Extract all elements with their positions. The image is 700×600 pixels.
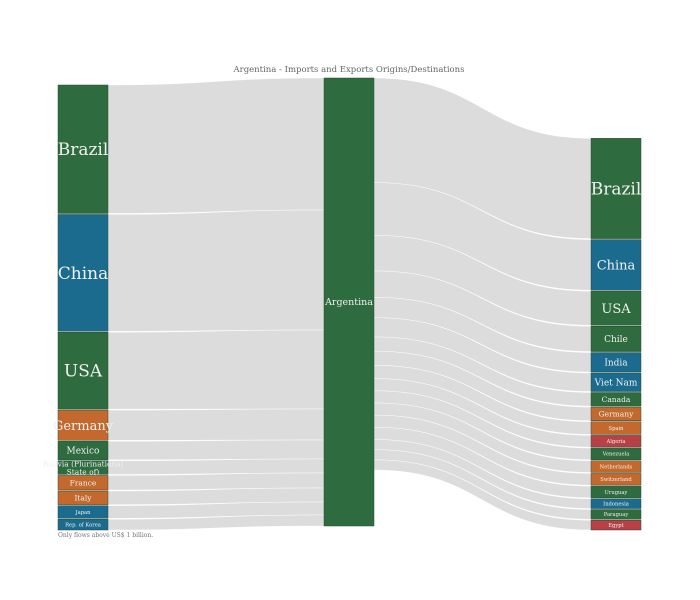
destination-label-viet-nam: Viet Nam [594, 378, 638, 388]
origin-label-germany: Germany [53, 419, 114, 434]
destination-bar-venezuela [590, 447, 642, 461]
origin-label-bolivia-plurinational-state-of: Bolivia (Plurinational State of) [43, 459, 124, 476]
destination-indonesia: Indonesia [590, 498, 642, 509]
origin-japan: Japan [57, 505, 109, 519]
center-bar [323, 77, 375, 527]
origin-france: France [57, 475, 109, 491]
origin-bar-germany [57, 409, 109, 441]
origin-bar-mexico [57, 441, 109, 461]
destination-spain: Spain [590, 421, 642, 435]
destination-switzerland: Switzerland [590, 473, 642, 486]
origin-mexico: Mexico [57, 441, 109, 461]
origin-bar-usa [57, 332, 109, 410]
flow-import-china [107, 209, 325, 332]
destination-viet-nam: Viet Nam [590, 372, 642, 392]
destination-bar-algeria [590, 435, 642, 448]
flow-import-usa [107, 329, 325, 410]
destination-bar-egypt [590, 520, 642, 531]
origin-bolivia-plurinational-state-of: Bolivia (Plurinational State of) [43, 459, 124, 476]
origin-bar-bolivia-plurinational-state-of [57, 460, 109, 475]
destination-bar-chile [590, 326, 642, 352]
origin-bar-china [57, 214, 109, 332]
destination-bar-paraguay [590, 509, 642, 520]
destination-label-paraguay: Paraguay [604, 512, 629, 518]
origin-label-italy: Italy [74, 493, 92, 502]
destination-label-egypt: Egypt [608, 523, 624, 529]
destination-label-china: China [597, 258, 636, 273]
destination-bar-indonesia [590, 498, 642, 509]
origin-brazil: Brazil [57, 84, 109, 214]
origin-label-usa: USA [64, 362, 103, 382]
origin-label-china: China [58, 264, 108, 284]
destination-bar-netherlands [590, 460, 642, 473]
destination-label-chile: Chile [604, 335, 628, 345]
destination-bar-viet-nam [590, 372, 642, 392]
destination-india: India [590, 352, 642, 373]
destination-label-netherlands: Netherlands [600, 464, 633, 470]
origin-bar-rep-of-korea [57, 519, 109, 531]
destination-label-spain: Spain [609, 426, 625, 432]
destination-label-germany: Germany [599, 410, 634, 419]
destination-label-venezuela: Venezuela [602, 452, 630, 458]
destination-algeria: Algeria [590, 435, 642, 448]
chart-title: Argentina - Imports and Exports Origins/… [233, 65, 465, 75]
destination-label-usa: USA [601, 302, 631, 317]
destination-label-indonesia: Indonesia [603, 501, 629, 507]
destination-venezuela: Venezuela [590, 447, 642, 461]
destination-bar-usa [590, 290, 642, 326]
destination-uruguay: Uruguay [590, 485, 642, 499]
center-node-argentina: Argentina [323, 77, 375, 527]
center-label: Argentina [324, 297, 373, 308]
destination-label-brazil: Brazil [591, 179, 642, 199]
chart-note: Only flows above US$ 1 billion. [58, 532, 153, 539]
destination-bar-uruguay [590, 485, 642, 499]
destination-china: China [590, 239, 642, 291]
destination-paraguay: Paraguay [590, 509, 642, 520]
origin-usa: USA [57, 332, 109, 410]
origin-bar-italy [57, 490, 109, 505]
flow-layer [107, 77, 592, 531]
destination-usa: USA [590, 290, 642, 326]
destination-chile: Chile [590, 326, 642, 352]
destination-bar-india [590, 352, 642, 373]
origin-label-brazil: Brazil [58, 140, 109, 160]
flow-import-france [107, 472, 325, 491]
origin-italy: Italy [57, 490, 109, 505]
destination-bar-spain [590, 421, 642, 435]
destination-bar-china [590, 239, 642, 291]
origin-rep-of-korea: Rep. of Korea [57, 519, 109, 531]
destination-bar-canada [590, 392, 642, 407]
origin-germany: Germany [53, 409, 114, 441]
origin-bar-france [57, 475, 109, 491]
destination-bar-germany [590, 406, 642, 422]
flow-import-germany [107, 408, 325, 441]
destination-bar-brazil [590, 138, 642, 239]
origin-label-rep-of-korea: Rep. of Korea [65, 522, 101, 528]
origin-bar-brazil [57, 84, 109, 214]
node-layer: Brazil China USA Germany Mexico Bolivia (Plur… [43, 77, 642, 531]
flow-import-bolivia-plurinational-state-of [107, 458, 325, 475]
origin-china: China [57, 214, 109, 332]
origin-label-japan: Japan [75, 510, 92, 516]
destination-germany: Germany [590, 406, 642, 422]
destination-bar-switzerland [590, 473, 642, 486]
origin-label-france: France [70, 478, 97, 487]
destination-label-canada: Canada [602, 395, 631, 404]
destination-brazil: Brazil [590, 138, 642, 239]
destination-label-india: India [604, 358, 628, 368]
destination-egypt: Egypt [590, 520, 642, 531]
origin-bar-japan [57, 505, 109, 519]
destination-canada: Canada [590, 392, 642, 407]
destination-label-uruguay: Uruguay [605, 490, 628, 496]
destination-netherlands: Netherlands [590, 460, 642, 473]
flow-import-mexico [107, 439, 325, 460]
origin-label-mexico: Mexico [67, 447, 100, 457]
destination-label-switzerland: Switzerland [600, 477, 632, 483]
flow-import-brazil [107, 77, 325, 214]
destination-label-algeria: Algeria [605, 439, 625, 445]
